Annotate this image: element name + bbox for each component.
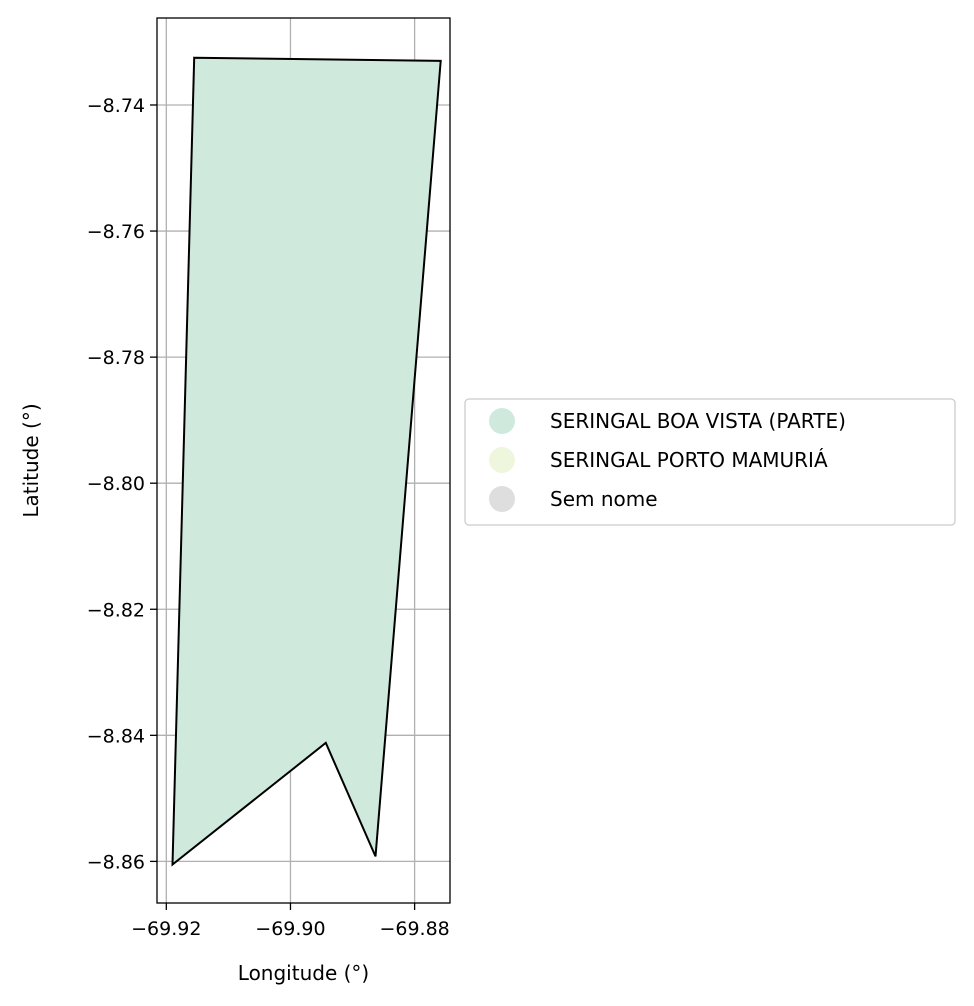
legend: SERINGAL BOA VISTA (PARTE) SERINGAL PORTO…	[464, 398, 956, 526]
y-tick-label: −8.80	[87, 473, 145, 495]
legend-label: Sem nome	[550, 487, 658, 511]
x-tick-label: −69.90	[255, 918, 325, 940]
y-tick-label: −8.76	[87, 221, 145, 243]
axes-frame	[156, 17, 451, 904]
y-tick-label: −8.84	[87, 725, 145, 747]
legend-label: SERINGAL BOA VISTA (PARTE)	[550, 409, 846, 433]
y-tick-label: −8.86	[87, 851, 145, 873]
polygon-layer	[171, 56, 442, 867]
legend-marker	[489, 447, 515, 473]
y-tick-label: −8.82	[87, 599, 145, 621]
tick-layer: −69.92 −69.90 −69.88 −8.74 −8.76 −8.78 −8.80 −8…	[87, 95, 450, 940]
legend-label: SERINGAL PORTO MAMURIÁ	[550, 448, 828, 472]
x-axis-label: Longitude (°)	[238, 961, 369, 985]
y-tick-label: −8.74	[87, 95, 145, 117]
region-polygon	[171, 56, 442, 867]
x-tick-label: −69.92	[131, 918, 201, 940]
y-tick-label: −8.78	[87, 347, 145, 369]
legend-marker	[489, 408, 515, 434]
legend-box	[464, 398, 956, 526]
x-tick-label: −69.88	[379, 918, 449, 940]
y-axis-label: Latitude (°)	[19, 403, 43, 517]
legend-marker	[489, 486, 515, 512]
